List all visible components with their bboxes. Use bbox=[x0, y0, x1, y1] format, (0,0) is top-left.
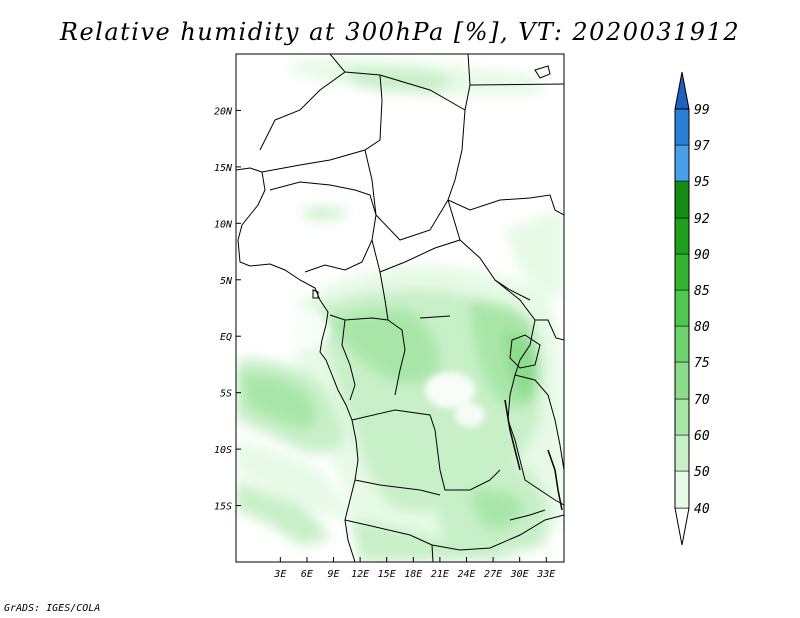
x-axis-ticks: 3E 6E 9E 12E 15E 18E 21E 24E 27E 30E 33E bbox=[273, 557, 555, 580]
y-tick-label: 5S bbox=[220, 389, 232, 400]
color-scale-label: 40 bbox=[694, 502, 710, 517]
map-title: Relative humidity at 300hPa [%], VT: 202… bbox=[59, 18, 741, 46]
x-tick-label: 21E bbox=[431, 569, 449, 580]
y-tick-label: EQ bbox=[220, 332, 232, 343]
x-tick-label: 24E bbox=[457, 569, 475, 580]
color-scale-high-triangle bbox=[674, 71, 690, 110]
y-tick-label: 15S bbox=[214, 502, 232, 513]
color-scale-label: 70 bbox=[694, 393, 710, 408]
color-scale-label: 50 bbox=[694, 465, 710, 480]
y-tick-label: 20N bbox=[214, 106, 233, 117]
color-scale-label: 80 bbox=[694, 320, 710, 335]
color-scale-box bbox=[674, 470, 690, 509]
credit-text: GrADS: IGES/COLA bbox=[4, 603, 101, 614]
color-scale-box bbox=[674, 434, 690, 472]
x-tick-label: 27E bbox=[484, 569, 502, 580]
humidity-field bbox=[236, 54, 564, 562]
x-tick-label: 33E bbox=[536, 569, 555, 580]
x-tick-label: 3E bbox=[273, 569, 286, 580]
color-scale-boxes bbox=[674, 71, 690, 546]
color-scale-low-triangle bbox=[674, 507, 690, 546]
x-tick-label: 15E bbox=[378, 569, 396, 580]
color-scale-label: 85 bbox=[694, 284, 710, 299]
y-tick-label: 10S bbox=[214, 445, 232, 456]
x-tick-label: 9E bbox=[327, 569, 339, 580]
y-tick-label: 5N bbox=[220, 276, 233, 287]
color-scale-box bbox=[674, 180, 690, 219]
color-scale-label: 90 bbox=[694, 248, 710, 263]
x-tick-label: 18E bbox=[404, 569, 422, 580]
x-tick-label: 6E bbox=[301, 569, 313, 580]
color-scale-box bbox=[674, 253, 690, 291]
y-tick-label: 15N bbox=[214, 163, 233, 174]
map-frame bbox=[235, 53, 565, 563]
y-axis-ticks: 20N 15N 10N 5N EQ 5S 10S 15S bbox=[214, 106, 241, 513]
color-scale-box bbox=[674, 108, 690, 146]
color-scale-label: 97 bbox=[694, 139, 710, 154]
color-scale-label: 92 bbox=[694, 212, 710, 227]
y-tick-label: 10N bbox=[214, 219, 233, 230]
color-scale-box bbox=[674, 144, 690, 182]
country-borders bbox=[236, 54, 564, 562]
color-scale-labels: 40 50 60 70 75 80 85 90 92 95 97 99 bbox=[694, 103, 710, 517]
x-tick-label: 30E bbox=[510, 569, 529, 580]
color-scale-box bbox=[674, 217, 690, 255]
color-scale-box bbox=[674, 361, 690, 400]
color-scale-label: 60 bbox=[694, 429, 710, 444]
color-scale-label: 95 bbox=[694, 175, 710, 190]
color-scale-label: 75 bbox=[694, 356, 710, 371]
color-scale-box bbox=[674, 398, 690, 436]
x-tick-label: 12E bbox=[351, 569, 369, 580]
color-scale-label: 99 bbox=[694, 103, 710, 118]
color-scale-box bbox=[674, 289, 690, 327]
color-scale-box bbox=[674, 325, 690, 363]
